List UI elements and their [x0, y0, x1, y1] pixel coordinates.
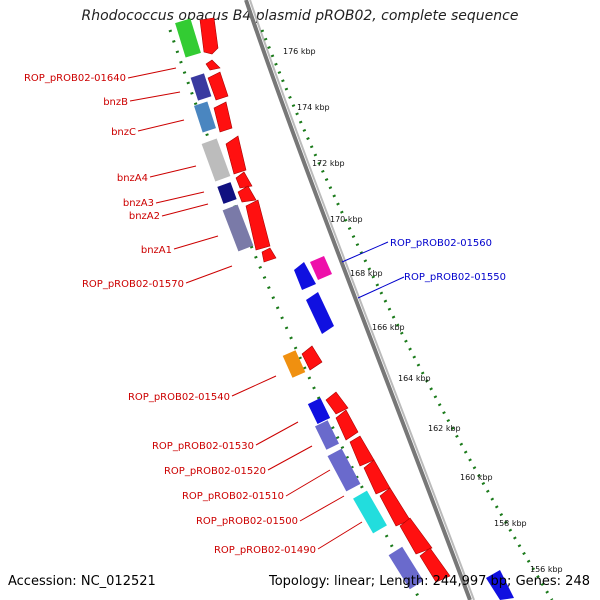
gene-arrow-blue: [294, 262, 316, 290]
gene-arrow: [419, 547, 451, 583]
gene-arrow: [349, 435, 375, 467]
gene-arrow: [325, 391, 349, 415]
kbp-tick-label: 156 kbp: [530, 565, 563, 574]
accession-info: Accession: NC_012521: [8, 574, 156, 589]
cog-box-blue: [307, 398, 331, 424]
gene-label: bnzA1: [141, 245, 172, 256]
gene-label: ROP_pROB02-01560: [390, 238, 492, 249]
gene-label: ROP_pROB02-01530: [152, 441, 254, 452]
outer-tick-ring: [260, 29, 554, 600]
cog-box-green: [175, 18, 201, 58]
kbp-tick-label: 176 kbp: [283, 47, 316, 56]
gene-label: ROP_pROB02-01510: [182, 491, 284, 502]
gene-label: ROP_pROB02-01550: [404, 272, 506, 283]
gene-arrow: [335, 409, 359, 441]
cog-box-orange: [282, 350, 306, 378]
cog-box-navy: [190, 73, 212, 101]
sequence-info: Topology: linear; Length: 244,997 bp; Ge…: [268, 574, 590, 589]
accession-value: NC_012521: [80, 574, 156, 589]
kbp-tick-label: 164 kbp: [398, 374, 431, 383]
gene-label: bnzA4: [117, 173, 148, 184]
gene-label: bnzC: [111, 127, 136, 138]
kbp-tick-label: 160 kbp: [460, 473, 493, 482]
gene-arrow: [301, 345, 323, 371]
kbp-tick-label: 158 kbp: [494, 519, 527, 528]
cog-box-cyan: [353, 490, 387, 534]
cog-box-violet-1: [315, 420, 339, 450]
backbone-line: [244, 0, 472, 600]
length-label: Length:: [379, 574, 429, 589]
gene-arrow: [213, 101, 233, 133]
gene-arrow: [205, 59, 221, 71]
kbp-tick-label: 168 kbp: [350, 269, 383, 278]
gene-arrow: [261, 247, 277, 263]
cog-box-gray: [201, 138, 231, 182]
gene-label: bnzB: [103, 97, 128, 108]
gene-label: ROP_pROB02-01520: [164, 466, 266, 477]
topology-value: linear: [333, 574, 371, 589]
backbone-shadow: [249, 0, 475, 600]
gene-label: bnzA2: [129, 211, 160, 222]
gene-arrow: [237, 185, 257, 203]
topology-label: Topology:: [268, 574, 330, 589]
cog-box-slate: [222, 204, 254, 252]
cog-box-navy-2: [217, 182, 237, 204]
kbp-tick-label: 174 kbp: [297, 103, 330, 112]
length-value: 244,997 bp: [432, 574, 508, 589]
cog-box-violet-3: [388, 546, 424, 590]
gene-label: ROP_pROB02-01500: [196, 516, 298, 527]
genes-label: Genes:: [515, 574, 562, 589]
kbp-tick-label: 162 kbp: [428, 424, 461, 433]
gene-arrow-magenta: [310, 256, 332, 280]
gene-arrow: [379, 487, 411, 527]
accession-label: Accession:: [8, 574, 77, 589]
genes-value: 248: [565, 574, 590, 589]
gene-arrow: [225, 135, 247, 175]
cog-box-violet-2: [327, 448, 361, 492]
kbp-tick-label: 172 kbp: [312, 159, 345, 168]
gene-arrow: [207, 71, 229, 101]
gene-label: ROP_pROB02-01570: [82, 279, 184, 290]
gene-arrow: [235, 171, 253, 189]
gene-arrow: [363, 459, 391, 495]
gene-arrow-blue-3: [486, 570, 514, 600]
gene-label: ROP_pROB02-01640: [24, 73, 126, 84]
gene-label: ROP_pROB02-01490: [214, 545, 316, 556]
cog-box-steelblue: [194, 101, 216, 133]
gene-arrow-blue-2: [306, 292, 334, 334]
gene-arrow: [199, 17, 219, 55]
kbp-tick-label: 166 kbp: [372, 323, 405, 332]
gene-label: ROP_pROB02-01540: [128, 392, 230, 403]
gene-label: bnzA3: [123, 198, 154, 209]
gene-arrow: [245, 199, 271, 251]
gene-arrow: [399, 517, 433, 555]
kbp-tick-label: 170 kbp: [330, 215, 363, 224]
